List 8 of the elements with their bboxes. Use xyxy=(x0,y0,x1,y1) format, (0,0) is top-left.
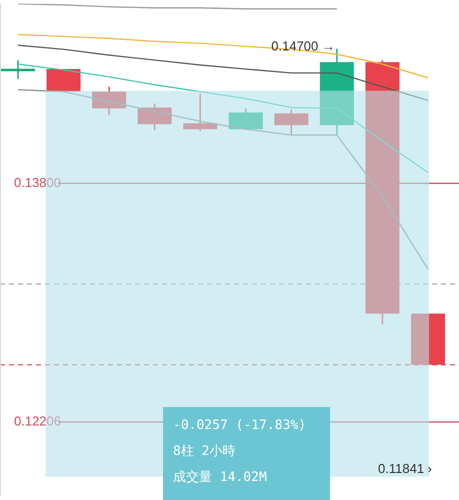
annotation: 0.14700 → xyxy=(271,38,335,54)
candlestick xyxy=(183,93,218,132)
annotation: 8柱 2小時 xyxy=(173,443,236,461)
y-tick-label: 0.12206 xyxy=(14,414,61,429)
y-tick-label: 0.13800 xyxy=(14,174,61,190)
annotation: 成交量 14.02M xyxy=(173,469,268,487)
annotation: -0.0257 (-17.83%) xyxy=(173,417,308,435)
annotation: 0.11841 › xyxy=(378,461,432,476)
